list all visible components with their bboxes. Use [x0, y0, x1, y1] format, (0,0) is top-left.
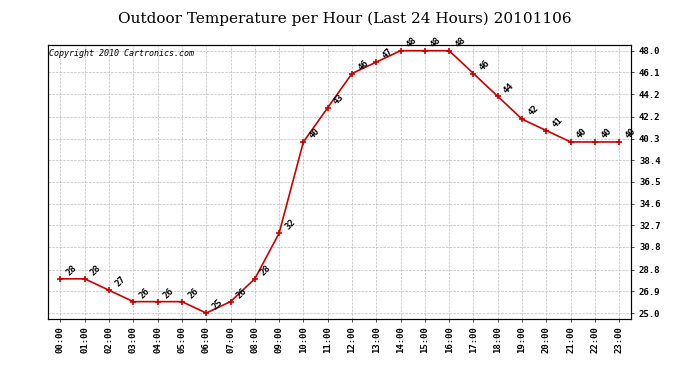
Text: 32: 32 — [284, 218, 297, 232]
Text: Copyright 2010 Cartronics.com: Copyright 2010 Cartronics.com — [50, 49, 195, 58]
Text: 26: 26 — [235, 286, 248, 300]
Text: 26: 26 — [137, 286, 152, 300]
Text: 28: 28 — [259, 264, 273, 278]
Text: 28: 28 — [89, 264, 103, 278]
Text: 26: 26 — [186, 286, 200, 300]
Text: 26: 26 — [161, 286, 176, 300]
Text: Outdoor Temperature per Hour (Last 24 Hours) 20101106: Outdoor Temperature per Hour (Last 24 Ho… — [118, 11, 572, 26]
Text: 42: 42 — [526, 104, 540, 118]
Text: 40: 40 — [623, 127, 638, 141]
Text: 28: 28 — [65, 264, 79, 278]
Text: 48: 48 — [429, 35, 443, 50]
Text: 27: 27 — [113, 275, 127, 289]
Text: 44: 44 — [502, 81, 516, 95]
Text: 40: 40 — [599, 127, 613, 141]
Text: 48: 48 — [453, 35, 467, 50]
Text: 47: 47 — [380, 47, 395, 61]
Text: 46: 46 — [356, 58, 370, 72]
Text: 46: 46 — [477, 58, 491, 72]
Text: 41: 41 — [551, 115, 564, 129]
Text: 48: 48 — [405, 35, 419, 50]
Text: 40: 40 — [308, 127, 322, 141]
Text: 25: 25 — [210, 298, 224, 312]
Text: 43: 43 — [332, 92, 346, 106]
Text: 40: 40 — [575, 127, 589, 141]
